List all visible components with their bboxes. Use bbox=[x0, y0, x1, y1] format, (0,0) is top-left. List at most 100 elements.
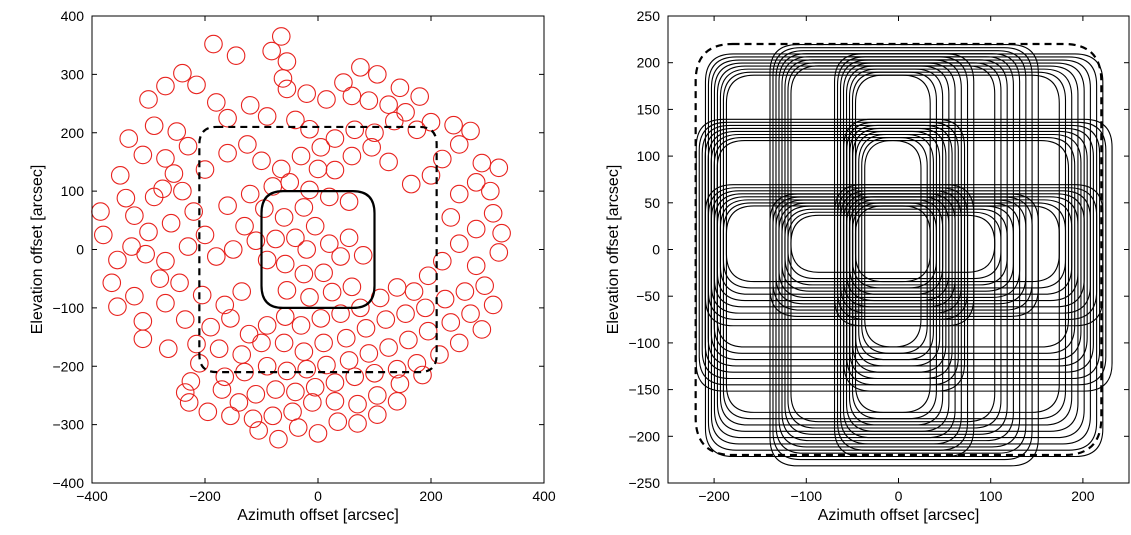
detector-circle bbox=[339, 351, 359, 370]
detector-circle bbox=[133, 311, 153, 331]
scan-track bbox=[775, 199, 1027, 454]
detector-circle bbox=[416, 298, 435, 318]
detector-circle bbox=[368, 65, 387, 84]
detector-circle bbox=[376, 310, 396, 329]
scan-track bbox=[772, 47, 1033, 311]
detector-circle bbox=[218, 108, 237, 128]
detector-circle bbox=[212, 380, 232, 399]
detector-circle bbox=[108, 250, 127, 270]
detector-circle bbox=[441, 313, 461, 332]
y-tick-label: −300 bbox=[52, 417, 84, 433]
detector-circle bbox=[303, 393, 322, 412]
detector-circle bbox=[472, 320, 492, 339]
detector-circle bbox=[156, 76, 175, 96]
detector-circle bbox=[173, 63, 192, 83]
detector-circle bbox=[91, 202, 110, 221]
scan-track bbox=[716, 65, 950, 302]
detector-circle bbox=[266, 380, 285, 399]
scan-track bbox=[833, 184, 1104, 458]
outer-region-outline bbox=[198, 125, 438, 374]
detector-circle bbox=[348, 394, 367, 414]
x-tick-label: −200 bbox=[189, 488, 221, 504]
detector-circle bbox=[387, 391, 407, 411]
detector-circle bbox=[345, 367, 365, 387]
detector-circle bbox=[280, 173, 300, 192]
detector-circle bbox=[291, 316, 311, 335]
detector-circle bbox=[449, 184, 469, 204]
detector-circle bbox=[353, 246, 373, 265]
detector-circle bbox=[387, 278, 407, 297]
detector-circle bbox=[277, 281, 297, 300]
detector-circle bbox=[239, 324, 259, 344]
detector-circle bbox=[277, 52, 297, 71]
detector-circle bbox=[291, 146, 311, 166]
y-tick-label: −150 bbox=[628, 382, 660, 398]
detector-circle bbox=[342, 146, 362, 166]
scan-track bbox=[710, 190, 962, 445]
detector-circle bbox=[283, 402, 302, 422]
detector-circle bbox=[158, 339, 178, 359]
detector-circle bbox=[317, 90, 336, 109]
detector-circle bbox=[325, 160, 345, 180]
detector-circle bbox=[390, 78, 410, 98]
scan-track bbox=[713, 136, 928, 354]
detector-circle bbox=[262, 41, 281, 61]
inner-region-outline bbox=[260, 190, 376, 309]
y-tick-label: 200 bbox=[637, 55, 661, 71]
detector-circle bbox=[271, 159, 291, 179]
scan-track bbox=[778, 202, 1021, 448]
detector-circle bbox=[173, 181, 192, 201]
detector-circle bbox=[226, 46, 246, 66]
detector-circle bbox=[300, 180, 319, 200]
detector-circle bbox=[257, 107, 277, 126]
detector-circle bbox=[215, 295, 235, 315]
scan-track bbox=[848, 199, 1073, 426]
y-tick-label: 150 bbox=[637, 101, 661, 117]
detector-circle bbox=[187, 334, 206, 354]
detector-circle bbox=[444, 115, 463, 135]
scan-track bbox=[707, 130, 941, 367]
y-tick-label: 0 bbox=[652, 242, 660, 258]
scan-track bbox=[784, 208, 1008, 435]
detector-circle bbox=[133, 145, 153, 165]
x-tick-label: −200 bbox=[698, 488, 730, 504]
detector-circle bbox=[288, 418, 308, 437]
detector-circle bbox=[235, 216, 254, 236]
x-tick-label: 100 bbox=[979, 488, 1003, 504]
scan-track bbox=[698, 121, 959, 386]
detector-circle bbox=[156, 251, 175, 271]
detector-circle bbox=[351, 58, 370, 77]
scan-track bbox=[787, 62, 1002, 280]
detector-circle bbox=[119, 129, 139, 148]
detector-circle bbox=[167, 122, 187, 141]
detector-circle bbox=[192, 285, 212, 305]
detector-circle bbox=[319, 234, 339, 253]
scan-track bbox=[836, 187, 1098, 451]
detector-circle bbox=[336, 328, 356, 348]
left-plot-data bbox=[91, 27, 511, 449]
detector-circle bbox=[475, 276, 494, 295]
left-plot-frame bbox=[91, 15, 545, 484]
detector-circle bbox=[461, 121, 480, 141]
detector-circle bbox=[314, 263, 333, 283]
detector-circle bbox=[269, 429, 288, 449]
detector-circle bbox=[221, 309, 240, 328]
detector-circle bbox=[325, 391, 345, 411]
x-tick-label: 200 bbox=[419, 488, 443, 504]
detector-circle bbox=[308, 159, 328, 179]
x-tick-label: −100 bbox=[791, 488, 823, 504]
detector-circle bbox=[108, 297, 127, 317]
detector-circle bbox=[150, 269, 170, 288]
detector-circle bbox=[257, 316, 277, 335]
detector-circle bbox=[294, 342, 314, 361]
scan-track bbox=[781, 56, 1014, 292]
scan-track bbox=[719, 68, 944, 295]
detector-circle bbox=[430, 345, 449, 364]
scan-track bbox=[849, 124, 1101, 380]
detector-circle bbox=[404, 282, 424, 301]
scan-track bbox=[854, 205, 1060, 413]
detector-circle bbox=[399, 330, 418, 350]
detector-circle bbox=[483, 295, 503, 315]
detector-circle bbox=[223, 240, 243, 259]
detector-circle bbox=[356, 318, 376, 338]
